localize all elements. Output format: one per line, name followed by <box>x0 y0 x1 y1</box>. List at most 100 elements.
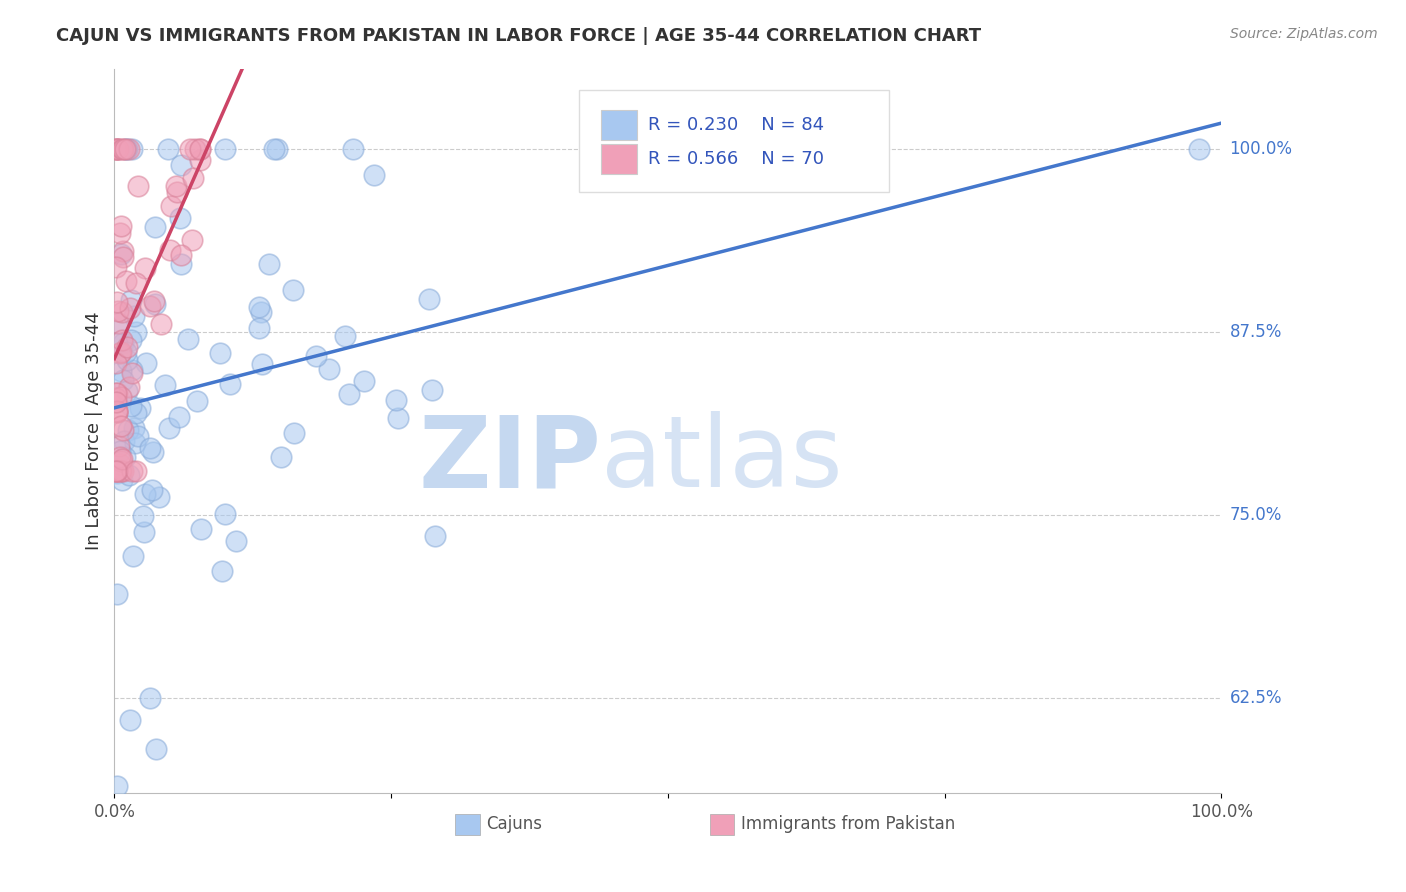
Text: 100.0%: 100.0% <box>1230 140 1292 158</box>
Point <box>111 423 134 437</box>
Point <box>342 142 364 156</box>
Text: CAJUN VS IMMIGRANTS FROM PAKISTAN IN LABOR FORCE | AGE 35-44 CORRELATION CHART: CAJUN VS IMMIGRANTS FROM PAKISTAN IN LAB… <box>56 27 981 45</box>
Point <box>107 316 129 330</box>
Point <box>177 332 200 346</box>
Point <box>188 142 211 156</box>
Point <box>170 257 193 271</box>
Point <box>110 464 132 478</box>
Point <box>208 346 231 360</box>
Point <box>104 464 127 478</box>
Point <box>122 421 145 435</box>
Point <box>143 219 166 234</box>
Point <box>184 142 207 156</box>
Point <box>118 301 141 315</box>
FancyBboxPatch shape <box>456 814 479 835</box>
Point <box>157 421 180 435</box>
Point <box>153 377 176 392</box>
Point <box>118 468 141 483</box>
Point <box>250 305 273 319</box>
Point <box>110 450 132 464</box>
Text: Immigrants from Pakistan: Immigrants from Pakistan <box>741 815 955 833</box>
Point <box>160 198 183 212</box>
Point <box>132 524 155 539</box>
Y-axis label: In Labor Force | Age 35-44: In Labor Force | Age 35-44 <box>86 311 103 550</box>
Point <box>283 426 305 441</box>
Point <box>114 450 136 464</box>
Text: 87.5%: 87.5% <box>1230 323 1282 341</box>
Point <box>112 464 135 478</box>
Point <box>125 464 148 478</box>
Point <box>148 490 170 504</box>
Point <box>110 247 132 261</box>
Point <box>110 219 132 233</box>
Text: 75.0%: 75.0% <box>1230 506 1282 524</box>
Point <box>337 387 360 401</box>
Point <box>107 317 129 331</box>
Point <box>142 445 165 459</box>
Point <box>124 435 146 450</box>
Point <box>425 529 447 543</box>
Point <box>104 260 127 274</box>
Point <box>363 168 385 182</box>
Text: R = 0.566    N = 70: R = 0.566 N = 70 <box>648 150 824 168</box>
Point <box>131 509 153 524</box>
Text: R = 0.230    N = 84: R = 0.230 N = 84 <box>648 116 824 134</box>
Point <box>115 344 138 359</box>
Point <box>127 429 149 443</box>
Point <box>111 473 134 487</box>
Point <box>104 391 127 405</box>
Point <box>122 549 145 563</box>
Point <box>105 403 128 417</box>
Point <box>218 376 240 391</box>
Point <box>420 384 443 398</box>
Point <box>141 483 163 498</box>
Point <box>127 178 149 193</box>
Point <box>110 390 132 404</box>
Text: atlas: atlas <box>602 411 844 508</box>
Point <box>135 355 157 369</box>
FancyBboxPatch shape <box>579 90 889 192</box>
Point <box>117 423 139 437</box>
Point <box>107 303 129 318</box>
Point <box>115 142 138 156</box>
Text: 62.5%: 62.5% <box>1230 690 1282 707</box>
Point <box>170 158 193 172</box>
Point <box>108 464 131 478</box>
Point <box>247 321 270 335</box>
Point <box>353 374 375 388</box>
Point <box>114 142 136 156</box>
Point <box>105 464 128 478</box>
Point <box>121 363 143 377</box>
Point <box>149 317 172 331</box>
Point <box>107 142 129 156</box>
Point <box>105 779 128 793</box>
FancyBboxPatch shape <box>602 144 637 174</box>
Point <box>111 333 134 347</box>
Point <box>117 142 139 156</box>
Point <box>183 170 205 185</box>
Point <box>105 385 128 400</box>
Point <box>104 356 127 370</box>
Point <box>128 401 150 415</box>
Point <box>112 336 135 351</box>
Point <box>104 464 127 478</box>
Point <box>111 304 134 318</box>
Point <box>139 691 162 706</box>
Point <box>120 399 142 413</box>
Point <box>169 211 191 225</box>
Point <box>214 142 236 156</box>
Point <box>111 244 134 258</box>
Point <box>143 297 166 311</box>
Point <box>305 349 328 363</box>
Point <box>108 444 131 458</box>
FancyBboxPatch shape <box>602 110 637 140</box>
Point <box>110 227 132 241</box>
Point <box>105 461 128 475</box>
Point <box>159 244 181 258</box>
Point <box>125 325 148 339</box>
Point <box>120 293 142 308</box>
Point <box>270 450 292 465</box>
Point <box>186 393 208 408</box>
Point <box>190 522 212 536</box>
Point <box>105 142 128 156</box>
